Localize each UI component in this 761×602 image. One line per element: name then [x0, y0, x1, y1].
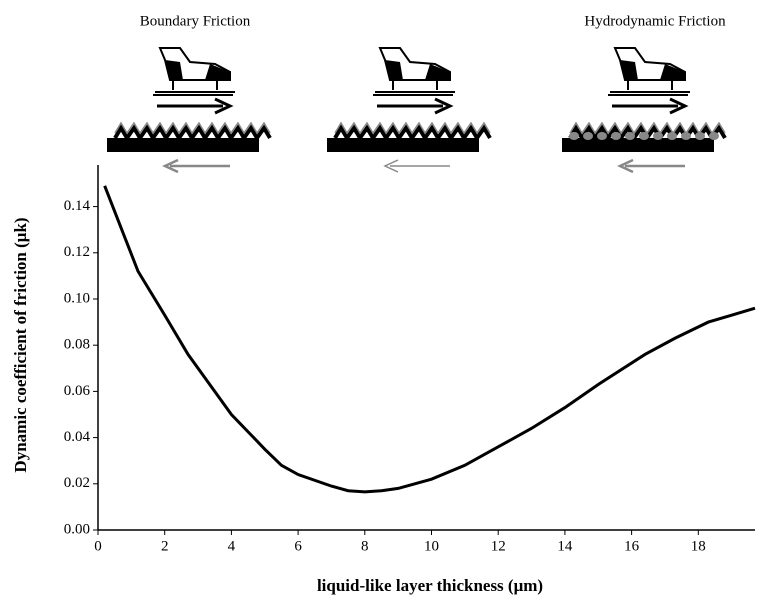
y-tick-label: 0.08	[64, 337, 90, 353]
water-drop	[653, 132, 663, 140]
water-drop	[569, 132, 579, 140]
skate-heel	[620, 60, 638, 80]
y-tick-label: 0.14	[64, 198, 91, 214]
y-tick-label: 0.00	[64, 521, 90, 537]
y-tick-label: 0.02	[64, 475, 90, 491]
skate-blade	[373, 80, 455, 96]
water-drop	[667, 132, 677, 140]
motion-arrow	[157, 97, 234, 115]
water-drop	[681, 132, 691, 140]
curve	[103, 185, 756, 494]
friction-arrow	[617, 158, 685, 174]
skate-blade	[608, 80, 690, 96]
y-tick-label: 0.06	[64, 383, 91, 399]
x-tick-label: 14	[557, 538, 573, 554]
skate-toe	[425, 64, 450, 80]
y-tick-label: 0.10	[64, 290, 90, 306]
skate-heel	[385, 60, 403, 80]
ice-surface-top	[114, 121, 271, 135]
skate-blade	[153, 80, 235, 96]
x-tick-label: 4	[228, 538, 236, 554]
skate-toe	[205, 64, 230, 80]
x-tick-label: 18	[691, 538, 706, 554]
x-tick-label: 2	[161, 538, 169, 554]
friction-arrow	[383, 159, 450, 173]
annotation: Hydrodynamic Friction	[584, 13, 726, 29]
x-tick-label: 6	[294, 538, 302, 554]
water-drop	[611, 132, 621, 140]
ice	[562, 138, 714, 152]
ice	[107, 138, 259, 152]
motion-arrow	[612, 97, 689, 115]
ice	[327, 138, 479, 152]
x-axis-label: liquid-like layer thickness (μm)	[317, 576, 543, 595]
illustrations	[107, 47, 727, 174]
skate-heel	[165, 60, 183, 80]
y-axis-label: Dynamic coefficient of friction (μk)	[11, 217, 30, 472]
skate-figure	[562, 47, 727, 174]
water-drop	[709, 132, 719, 140]
x-tick-label: 8	[361, 538, 369, 554]
x-tick-label: 0	[94, 538, 102, 554]
ice-surface-top	[334, 121, 491, 135]
y-tick-label: 0.12	[64, 244, 90, 260]
skate-toe	[660, 64, 685, 80]
x-tick-label: 16	[624, 538, 640, 554]
friction-arrow	[162, 158, 230, 174]
y-tick-label: 0.04	[64, 429, 91, 445]
water-drop	[597, 132, 607, 140]
ice-surface	[333, 124, 492, 142]
annotation: Boundary Friction	[140, 13, 251, 29]
water-drop	[625, 132, 635, 140]
x-tick-label: 10	[424, 538, 439, 554]
x-tick-label: 12	[491, 538, 506, 554]
skate-figure	[327, 47, 492, 173]
water-drop	[583, 132, 593, 140]
ice-surface	[113, 124, 272, 142]
motion-arrow	[377, 97, 454, 115]
skate-figure	[107, 47, 272, 174]
water-drop	[695, 132, 705, 140]
water-drop	[639, 132, 649, 140]
